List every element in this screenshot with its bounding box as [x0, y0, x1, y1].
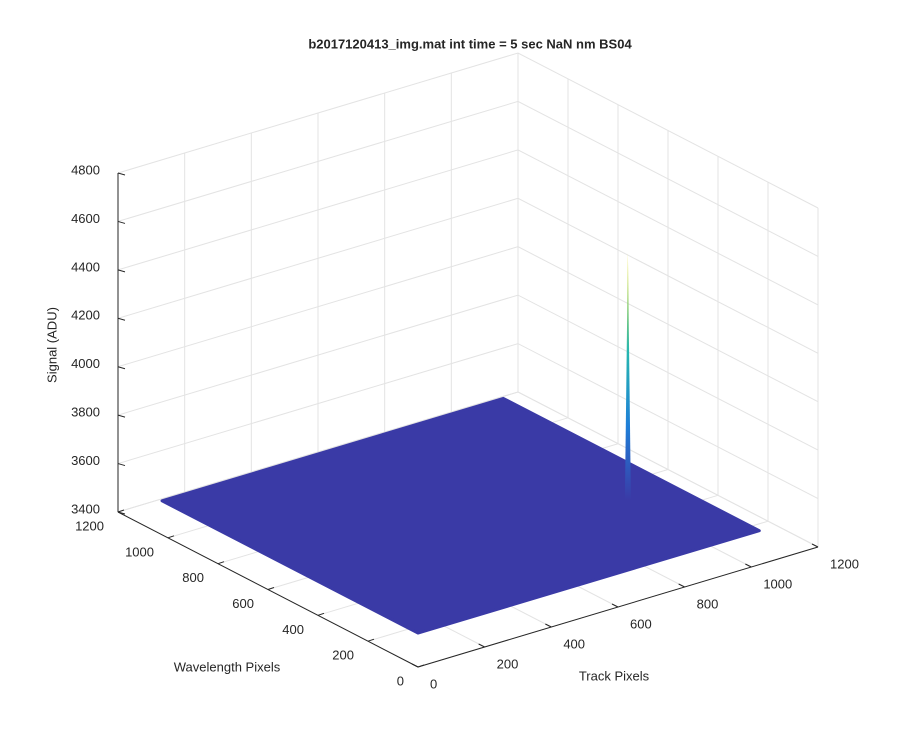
grid-line	[117, 52, 819, 209]
z-tick	[117, 220, 126, 224]
y-tick-label: 600	[232, 596, 254, 611]
z-tick	[117, 463, 126, 467]
z-tick-label: 3400	[71, 501, 100, 516]
x-tick	[611, 603, 619, 608]
grid-line	[117, 100, 819, 257]
z-tick	[117, 269, 126, 273]
z-tick-label: 4000	[71, 356, 100, 371]
y-tick	[367, 638, 375, 642]
y-tick	[417, 664, 425, 668]
grid-line	[117, 197, 819, 354]
z-tick-label: 4200	[71, 308, 100, 323]
x-tick	[411, 663, 419, 668]
y-tick	[167, 535, 175, 539]
grid-line	[117, 294, 819, 451]
z-tick	[117, 366, 126, 370]
y-tick-label: 400	[282, 622, 304, 637]
x-tick-label: 1000	[763, 576, 792, 591]
z-tick	[117, 317, 126, 321]
x-tick-label: 400	[563, 636, 585, 651]
x-tick-label: 0	[430, 676, 437, 691]
y-axis-title: Wavelength Pixels	[174, 659, 281, 674]
z-axis-title: Signal (ADU)	[44, 307, 59, 383]
x-tick-label: 200	[497, 656, 519, 671]
grid-line	[117, 149, 819, 306]
y-tick	[317, 612, 325, 616]
chart-title: b2017120413_img.mat int time = 5 sec NaN…	[308, 36, 632, 51]
x-tick	[678, 583, 685, 588]
y-tick-label: 1200	[75, 518, 104, 533]
x-tick	[745, 563, 752, 568]
z-tick-label: 3800	[71, 405, 100, 420]
y-tick-label: 0	[397, 673, 404, 688]
x-tick	[811, 543, 819, 548]
x-tick-label: 1200	[830, 556, 859, 571]
grid-line	[117, 343, 819, 500]
z-tick-label: 4800	[71, 162, 100, 177]
x-tick-label: 600	[630, 616, 652, 631]
y-tick-label: 800	[182, 570, 204, 585]
y-tick	[217, 561, 225, 565]
z-tick-label: 4400	[71, 259, 100, 274]
z-tick-label: 4600	[71, 211, 100, 226]
z-tick	[117, 172, 126, 176]
x-tick-label: 800	[697, 596, 719, 611]
z-tick-label: 3600	[71, 453, 100, 468]
y-tick-label: 1000	[125, 544, 154, 559]
z-tick	[117, 511, 126, 515]
x-tick	[478, 643, 485, 648]
grid-line	[117, 391, 819, 548]
y-tick	[117, 509, 125, 513]
peak	[624, 253, 631, 501]
y-tick-label: 200	[332, 648, 354, 663]
x-tick	[545, 623, 552, 628]
grid-line	[117, 246, 819, 403]
z-tick	[117, 414, 126, 418]
x-axis-title: Track Pixels	[579, 668, 650, 683]
surface	[160, 396, 761, 635]
y-tick	[267, 587, 275, 590]
